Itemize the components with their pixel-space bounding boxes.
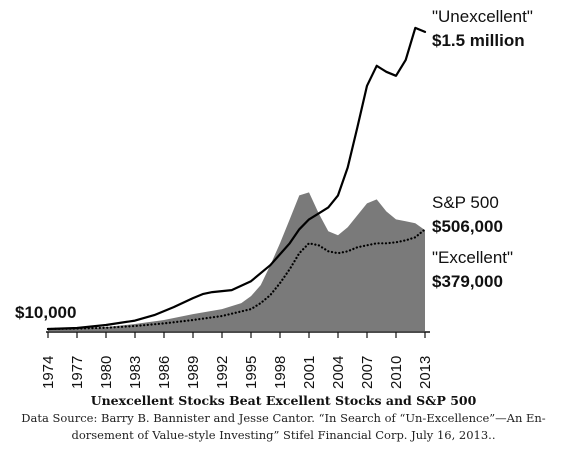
excellent-series-label: "Excellent" (432, 248, 513, 267)
unexcellent-end-value: $1.5 million (432, 31, 525, 50)
x-axis-ticks: 1974 1977 1980 1983 1986 1989 1992 1995 1998 2001… (40, 332, 434, 389)
chart-title: Unexcellent Stocks Beat Excellent Stocks… (90, 393, 477, 408)
chart: 1974 1977 1980 1983 1986 1989 1992 1995 1998 2001… (15, 7, 533, 389)
sp500-end-value: $506,000 (432, 217, 503, 236)
x-tick-label: 1995 (243, 356, 260, 389)
x-tick-label: 1992 (214, 356, 231, 389)
x-tick-label: 1977 (69, 356, 86, 389)
data-source-note: Data Source: Barry B. Bannister and Jess… (0, 410, 567, 444)
unexcellent-line (46, 26, 427, 331)
sp500-area (48, 192, 425, 331)
x-tick-label: 2007 (359, 356, 376, 389)
data-source-line-2: dorsement of Value-style Investing” Stif… (71, 428, 496, 442)
chart-caption: Unexcellent Stocks Beat Excellent Stocks… (0, 392, 567, 444)
plot-area (46, 26, 427, 331)
x-tick-label: 1998 (272, 356, 289, 389)
sp500-series-label: S&P 500 (432, 193, 499, 212)
x-tick-label: 1989 (185, 356, 202, 389)
x-tick-label: 2013 (417, 356, 434, 389)
x-tick-label: 1986 (156, 356, 173, 389)
x-tick-label: 2004 (330, 356, 347, 389)
start-value-label: $10,000 (15, 303, 76, 322)
x-tick-label: 1980 (98, 356, 115, 389)
x-tick-label: 2001 (301, 356, 318, 389)
x-tick-label: 1983 (127, 356, 144, 389)
x-tick-label: 1974 (40, 356, 57, 389)
excellent-end-value: $379,000 (432, 272, 503, 291)
excellent-line (46, 228, 427, 331)
data-source-line-1: Data Source: Barry B. Bannister and Jess… (21, 411, 546, 425)
x-tick-label: 2010 (388, 356, 405, 389)
unexcellent-series-label: "Unexcellent" (432, 7, 533, 26)
